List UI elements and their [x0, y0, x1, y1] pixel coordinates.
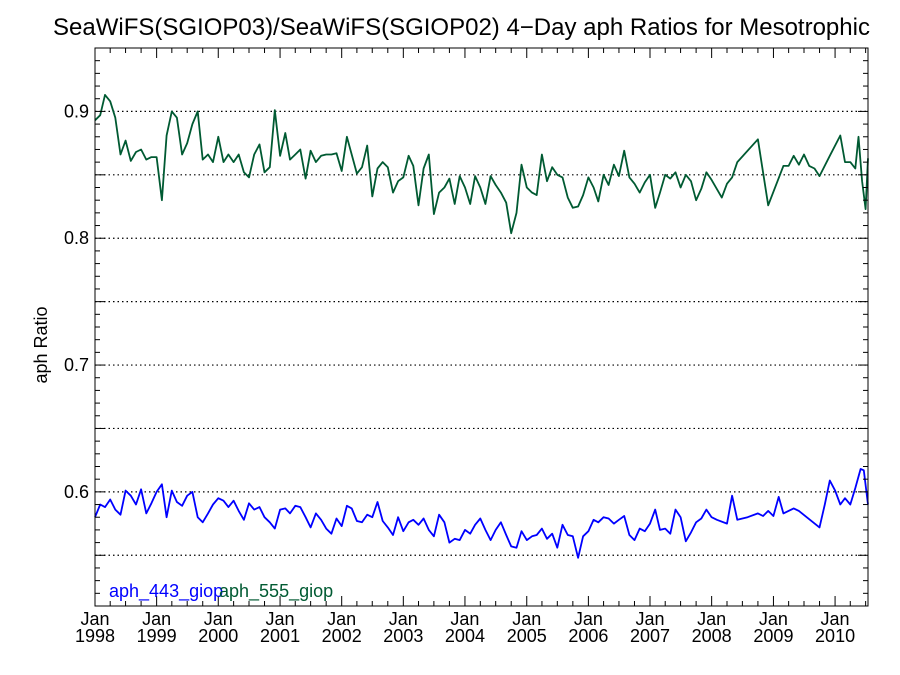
x-tick-label-year-2002: 2002: [322, 626, 362, 646]
x-tick-label-month-2004: Jan: [450, 609, 479, 629]
x-tick-label-month-2008: Jan: [697, 609, 726, 629]
legend-entry-aph-555: aph_555_giop: [219, 581, 333, 602]
x-tick-label-year-2004: 2004: [445, 626, 485, 646]
legend: aph_443_giop aph_555_giop: [109, 581, 333, 602]
y-tick-label-0.9: 0.9: [64, 101, 89, 121]
x-tick-label-year-2006: 2006: [568, 626, 608, 646]
y-tick-label-0.6: 0.6: [64, 482, 89, 502]
x-tick-label-month-1998: Jan: [80, 609, 109, 629]
x-tick-label-year-2009: 2009: [753, 626, 793, 646]
series-line-aph_555_giop: [94, 94, 869, 235]
y-axis-label: aph Ratio: [31, 306, 51, 383]
x-tick-label-year-2003: 2003: [383, 626, 423, 646]
x-tick-label-month-2005: Jan: [512, 609, 541, 629]
chart-title: SeaWiFS(SGIOP03)/SeaWiFS(SGIOP02) 4−Day …: [53, 14, 870, 41]
x-tick-label-month-2010: Jan: [821, 609, 850, 629]
x-tick-label-month-2009: Jan: [759, 609, 788, 629]
series-lines: [94, 94, 869, 559]
x-tick-label-month-2000: Jan: [204, 609, 233, 629]
x-tick-label-year-2010: 2010: [815, 626, 855, 646]
series-line-aph_443_giop: [94, 468, 869, 559]
x-tick-label-year-2001: 2001: [260, 626, 300, 646]
x-tick-label-year-1998: 1998: [75, 626, 115, 646]
x-tick-label-month-2007: Jan: [635, 609, 664, 629]
x-tick-label-year-2007: 2007: [630, 626, 670, 646]
legend-entry-aph-443: aph_443_giop: [109, 581, 223, 602]
y-tick-label-0.7: 0.7: [64, 355, 89, 375]
gridlines: [95, 110, 868, 556]
x-tick-label-year-2000: 2000: [198, 626, 238, 646]
x-tick-label-year-1999: 1999: [137, 626, 177, 646]
x-tick-label-month-1999: Jan: [142, 609, 171, 629]
x-tick-label-month-2006: Jan: [574, 609, 603, 629]
x-tick-label-year-2008: 2008: [692, 626, 732, 646]
axes: 0.60.70.80.9Jan1998Jan1999Jan2000Jan2001…: [64, 47, 869, 646]
x-tick-label-month-2001: Jan: [266, 609, 295, 629]
y-tick-label-0.8: 0.8: [64, 228, 89, 248]
x-tick-label-month-2003: Jan: [389, 609, 418, 629]
x-tick-label-month-2002: Jan: [327, 609, 356, 629]
x-tick-label-year-2005: 2005: [507, 626, 547, 646]
